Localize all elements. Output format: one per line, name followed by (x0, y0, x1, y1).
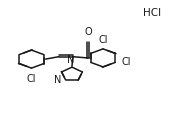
Text: N: N (54, 75, 62, 85)
Text: Cl: Cl (27, 74, 36, 84)
Text: N: N (67, 54, 75, 64)
Text: Cl: Cl (98, 35, 108, 45)
Text: HCl: HCl (143, 8, 161, 18)
Text: O: O (84, 27, 92, 38)
Text: Cl: Cl (122, 57, 131, 67)
